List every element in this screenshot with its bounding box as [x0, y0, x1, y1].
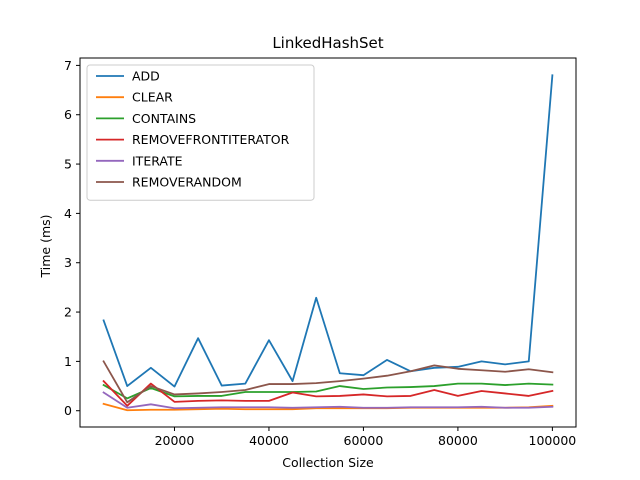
legend-label-clear: CLEAR — [132, 90, 173, 105]
y-tick-label: 4 — [64, 206, 72, 221]
y-axis: 0 1 2 3 4 5 6 7 — [64, 58, 80, 418]
y-tick-label: 0 — [64, 403, 72, 418]
legend-label-contains: CONTAINS — [132, 111, 196, 126]
legend-label-add: ADD — [132, 69, 160, 84]
y-tick-label: 5 — [64, 157, 72, 172]
legend-label-removerandom: REMOVERANDOM — [132, 175, 242, 190]
series-line-contains — [102, 382, 554, 400]
plot-area — [79, 57, 577, 428]
y-axis-label: Time (ms) — [38, 214, 53, 278]
x-tick-label: 20000 — [155, 433, 195, 448]
legend-box — [86, 64, 315, 201]
x-tick-label: 40000 — [249, 433, 289, 448]
axes-frame — [79, 57, 577, 428]
y-tick-label: 7 — [64, 58, 72, 73]
series-line-add — [102, 74, 554, 388]
legend-label-removefrontiterator: REMOVEFRONTITERATOR — [132, 132, 290, 147]
y-tick-label: 2 — [64, 305, 72, 320]
x-axis: 20000 40000 60000 80000 100000 — [155, 427, 577, 448]
y-tick-label: 1 — [64, 354, 72, 369]
series-line-removefrontiterator — [102, 379, 554, 407]
x-axis-label: Collection Size — [282, 455, 374, 470]
series-line-clear — [102, 402, 554, 412]
y-tick-label: 3 — [64, 255, 72, 270]
series-line-removerandom — [102, 360, 554, 404]
chart-title: LinkedHashSet — [272, 34, 383, 52]
legend-label-iterate: ITERATE — [132, 153, 183, 168]
legend: ADD CLEAR CONTAINS REMOVEFRONTITERATOR ITERA… — [86, 64, 315, 201]
x-tick-label: 100000 — [529, 433, 577, 448]
y-tick-label: 6 — [64, 107, 72, 122]
x-tick-label: 60000 — [344, 433, 384, 448]
x-tick-label: 80000 — [438, 433, 478, 448]
series-line-iterate — [102, 391, 554, 410]
